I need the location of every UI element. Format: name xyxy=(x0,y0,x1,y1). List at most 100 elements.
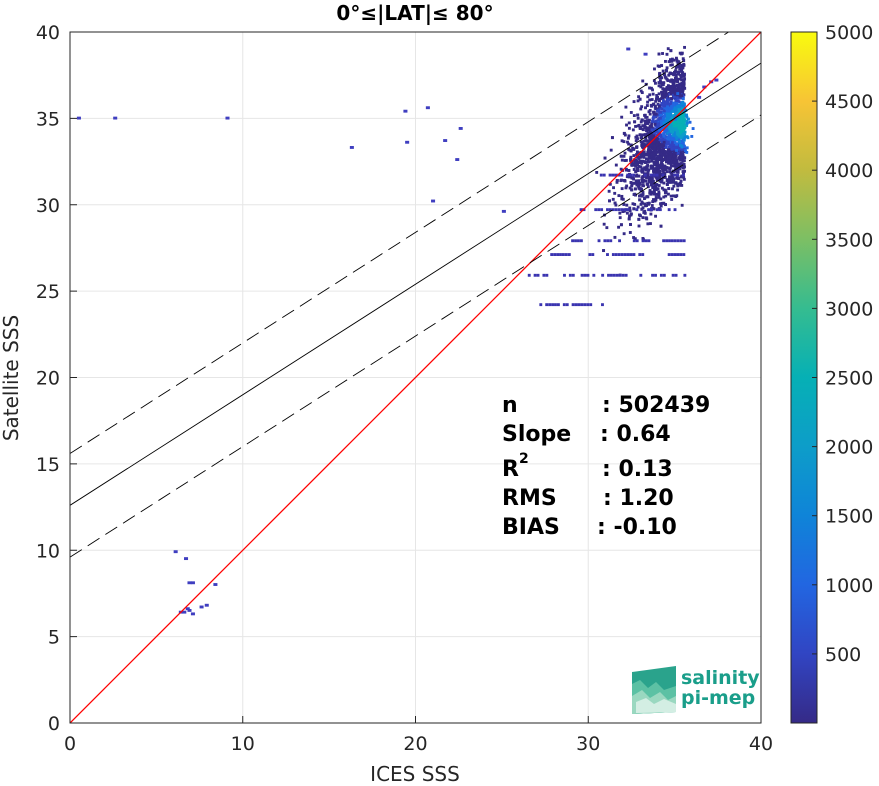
density-cell xyxy=(644,115,648,119)
density-cell xyxy=(617,225,621,229)
density-cell xyxy=(674,181,678,185)
density-cell xyxy=(675,163,679,167)
density-cell xyxy=(678,77,682,81)
density-cell xyxy=(636,113,640,117)
density-cell xyxy=(652,110,656,114)
density-cell xyxy=(676,253,680,256)
density-core-cell xyxy=(690,134,694,138)
density-cell xyxy=(613,235,617,239)
density-cell xyxy=(559,253,562,256)
density-cell xyxy=(458,127,463,130)
density-cell xyxy=(640,143,644,147)
density-cell xyxy=(682,74,686,78)
density-cell xyxy=(636,180,640,184)
density-cell xyxy=(678,96,682,100)
density-cell xyxy=(647,175,651,179)
density-cell xyxy=(636,116,640,120)
density-cell xyxy=(662,239,666,243)
density-cell xyxy=(610,136,614,140)
density-cell xyxy=(654,183,658,187)
density-cell xyxy=(629,143,633,147)
density-core-cell xyxy=(676,120,680,124)
density-cell xyxy=(633,187,637,191)
density-cell xyxy=(654,188,658,192)
density-cell xyxy=(680,86,684,89)
density-cell xyxy=(349,146,354,149)
stat-label-rms: RMS xyxy=(502,486,557,511)
density-cell xyxy=(603,239,607,243)
density-cell xyxy=(673,239,677,243)
density-cell xyxy=(649,143,653,147)
density-cell xyxy=(675,138,679,142)
density-cell xyxy=(654,273,657,277)
density-cell xyxy=(632,173,636,177)
density-cell xyxy=(656,147,660,151)
density-cell xyxy=(594,208,598,212)
density-cell xyxy=(663,191,667,194)
density-cell xyxy=(645,204,649,207)
density-cell xyxy=(673,79,676,83)
density-cell xyxy=(667,160,670,164)
density-cell xyxy=(638,213,641,217)
density-cell xyxy=(627,142,631,146)
density-cell xyxy=(675,176,679,180)
density-cell xyxy=(614,208,618,212)
density-cell xyxy=(602,173,606,177)
density-cell xyxy=(661,146,665,150)
density-core-cell xyxy=(685,115,689,119)
density-cell xyxy=(674,168,678,172)
density-cell xyxy=(674,111,678,114)
density-cell xyxy=(649,183,653,187)
density-cell xyxy=(625,175,629,179)
density-cell xyxy=(682,81,686,85)
density-cell xyxy=(623,159,627,162)
density-cell xyxy=(579,208,583,212)
density-cell xyxy=(671,273,675,277)
density-cell xyxy=(606,239,610,243)
density-cell xyxy=(676,65,679,68)
density-cell xyxy=(640,91,644,95)
density-cell xyxy=(669,113,673,117)
density-cell xyxy=(580,273,584,277)
x-tick-label: 40 xyxy=(749,733,773,755)
density-cell xyxy=(663,145,667,149)
density-cell xyxy=(661,173,665,177)
density-core-cell xyxy=(679,120,683,124)
density-cell xyxy=(666,179,670,182)
density-cell xyxy=(629,157,633,161)
density-cell xyxy=(682,159,686,163)
density-core-cell xyxy=(681,100,685,104)
density-cell xyxy=(672,160,676,164)
density-cell xyxy=(665,52,669,56)
density-core-cell xyxy=(682,121,686,125)
density-cell xyxy=(632,100,636,104)
y-tick-label: 5 xyxy=(48,627,60,649)
density-cell xyxy=(663,175,667,179)
density-cell xyxy=(665,107,668,111)
y-tick-label: 25 xyxy=(36,281,60,303)
density-cell xyxy=(679,175,683,179)
density-cell xyxy=(639,273,643,277)
density-cell xyxy=(562,303,566,307)
density-cell xyxy=(651,182,655,186)
density-cell xyxy=(659,164,663,168)
density-cell xyxy=(667,208,671,212)
density-cell xyxy=(654,124,658,128)
density-cell xyxy=(670,97,674,100)
density-cell xyxy=(564,253,568,256)
density-core-cell xyxy=(675,136,679,140)
density-cell xyxy=(667,137,671,141)
density-cell xyxy=(644,136,648,140)
density-cell xyxy=(655,137,659,141)
density-cell xyxy=(664,150,668,154)
density-cell xyxy=(633,237,637,241)
density-core-cell xyxy=(688,120,692,124)
density-cell xyxy=(662,144,666,148)
density-cell xyxy=(643,211,647,215)
density-cell xyxy=(681,159,685,163)
density-cell xyxy=(670,59,674,63)
density-cell xyxy=(664,118,668,122)
density-cell xyxy=(666,150,670,154)
density-cell xyxy=(673,92,677,96)
density-cell xyxy=(650,98,654,101)
